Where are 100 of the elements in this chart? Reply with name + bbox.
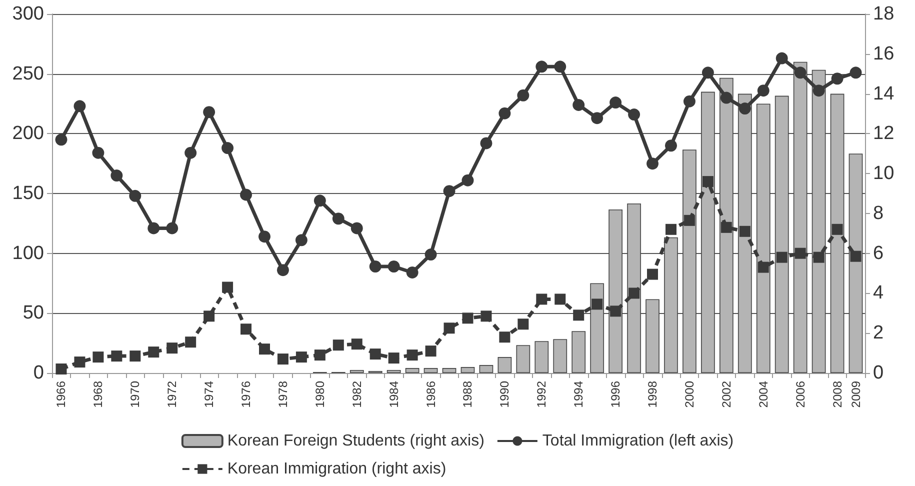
bar	[553, 339, 568, 373]
point	[462, 174, 474, 186]
bar	[442, 368, 456, 373]
point	[646, 158, 659, 170]
point	[573, 310, 584, 321]
point	[184, 146, 197, 159]
point	[536, 294, 548, 305]
point	[92, 146, 104, 159]
bar	[386, 370, 401, 373]
legend-label: Korean Foreign Students (right axis)	[227, 432, 484, 450]
y-tick-label: 0	[33, 362, 44, 384]
point	[517, 89, 530, 102]
point	[498, 107, 511, 120]
point	[388, 352, 400, 364]
point	[444, 322, 455, 334]
x-tick-label: 1978	[276, 380, 290, 408]
point	[56, 364, 67, 375]
y2-tick-label: 6	[873, 242, 884, 264]
point	[55, 134, 68, 146]
x-tick-label: 2004	[756, 380, 770, 408]
y2-tick-label: 10	[873, 163, 894, 184]
point	[204, 310, 215, 322]
point	[258, 344, 270, 355]
point	[222, 142, 234, 154]
point	[813, 252, 824, 263]
y2-tick-label: 2	[873, 322, 884, 344]
point	[720, 92, 732, 104]
point	[720, 222, 732, 233]
bar	[479, 365, 494, 373]
point	[831, 72, 844, 85]
bar	[460, 367, 475, 373]
point	[758, 262, 769, 273]
point	[739, 226, 750, 237]
point	[684, 214, 695, 226]
point	[350, 222, 363, 234]
point	[111, 350, 122, 362]
point	[351, 338, 362, 350]
point	[591, 112, 604, 124]
legend-label: Korean Immigration (right axis)	[227, 460, 446, 478]
point	[240, 188, 252, 201]
y-tick-label: 300	[12, 4, 44, 24]
point	[776, 52, 788, 64]
point	[388, 260, 400, 272]
y-tick-label: 150	[12, 183, 44, 204]
point	[647, 268, 658, 280]
point	[480, 310, 492, 322]
point	[406, 266, 418, 278]
point	[185, 336, 196, 348]
point	[554, 60, 566, 73]
y2-tick-label: 8	[873, 202, 884, 224]
point	[129, 190, 142, 202]
point	[370, 348, 381, 360]
point	[757, 84, 770, 97]
point	[462, 312, 474, 324]
point	[683, 95, 696, 108]
x-tick-label: 1982	[350, 380, 364, 408]
point	[794, 66, 806, 79]
point	[812, 84, 825, 97]
point	[832, 224, 843, 235]
x-tick-label: 2008	[830, 380, 844, 408]
point	[554, 294, 566, 305]
x-tick-label: 1970	[128, 380, 142, 408]
y2-tick-label: 18	[873, 4, 894, 24]
bar	[498, 357, 512, 373]
x-tick-label: 1968	[91, 380, 106, 408]
bar	[534, 341, 549, 373]
point	[314, 194, 326, 207]
y-tick-label: 250	[12, 63, 44, 84]
point	[794, 248, 806, 259]
point	[443, 185, 456, 198]
point	[296, 352, 307, 363]
x-tick-label: 1980	[312, 380, 327, 408]
y-tick-label: 50	[22, 302, 44, 324]
legend-label: Total Immigration (left axis)	[542, 432, 734, 450]
point	[92, 352, 104, 363]
x-tick-label: 1976	[239, 380, 254, 408]
point	[166, 222, 178, 234]
x-tick-label: 1994	[572, 380, 586, 408]
point	[702, 176, 714, 188]
x-tick-label: 2009	[848, 380, 863, 408]
point	[665, 140, 677, 152]
point	[295, 234, 308, 246]
point	[480, 137, 492, 150]
bar	[424, 368, 438, 373]
point	[425, 346, 436, 357]
point	[424, 248, 437, 261]
point	[610, 306, 622, 317]
x-tick-label: 1986	[424, 380, 438, 408]
point	[130, 350, 141, 362]
x-tick-label: 2006	[793, 380, 808, 408]
y2-tick-label: 0	[873, 362, 884, 384]
bar	[516, 345, 530, 373]
point	[240, 324, 252, 335]
y2-tick-label: 14	[873, 83, 895, 104]
point	[536, 60, 548, 73]
y2-tick-label: 4	[873, 282, 884, 304]
x-tick-label: 1998	[646, 380, 660, 408]
x-tick-label: 1988	[460, 380, 475, 408]
point	[203, 106, 216, 118]
bar	[572, 331, 586, 373]
